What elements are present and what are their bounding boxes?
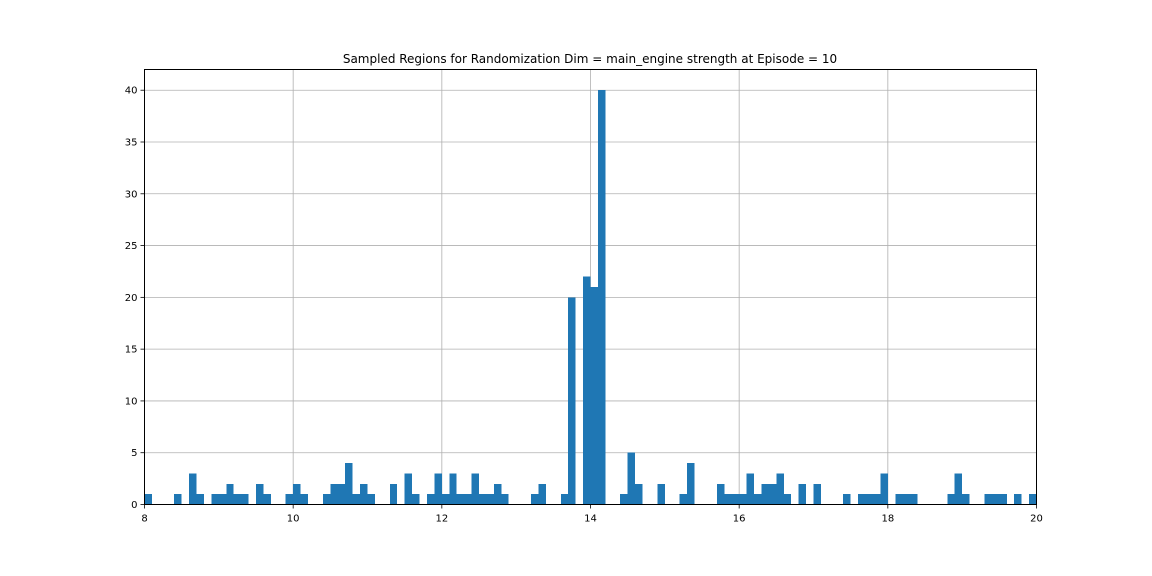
x-tick-label: 18 — [881, 514, 894, 525]
histogram-bar — [560, 494, 569, 505]
histogram-bar — [1014, 494, 1022, 505]
histogram-bar — [241, 494, 249, 505]
histogram-bar — [947, 494, 955, 505]
y-tick-label: 20 — [125, 293, 138, 304]
x-tick-label: 16 — [733, 514, 746, 525]
bars-group — [144, 90, 1037, 505]
histogram-bar — [991, 494, 1000, 505]
x-tick-label: 12 — [435, 514, 448, 525]
histogram-bar — [858, 494, 866, 505]
histogram-bar — [293, 483, 301, 505]
histogram-bar — [189, 473, 197, 505]
histogram-bar — [635, 483, 643, 505]
histogram-bar — [300, 494, 309, 505]
y-tick-label: 0 — [131, 500, 137, 511]
histogram-bar — [196, 494, 204, 505]
histogram-bar — [783, 494, 792, 505]
y-tick-label: 5 — [131, 448, 137, 459]
histogram-bar — [218, 494, 227, 505]
histogram-bar — [716, 483, 725, 505]
histogram-bar — [263, 494, 271, 505]
histogram-bar — [330, 483, 338, 505]
histogram-bar — [865, 494, 873, 505]
chart-title: Sampled Regions for Randomization Dim = … — [343, 52, 837, 66]
histogram-bar — [798, 483, 807, 505]
histogram-bar — [843, 494, 851, 505]
histogram-bar — [1029, 494, 1037, 505]
x-tick-label: 14 — [584, 514, 597, 525]
histogram-bar — [910, 494, 918, 505]
histogram-bar — [880, 473, 888, 505]
grid-lines — [144, 69, 1037, 505]
histogram-bar — [337, 483, 346, 505]
histogram-bar — [226, 483, 234, 505]
histogram-bar — [590, 287, 598, 505]
histogram-bar — [999, 494, 1007, 505]
y-tick-label: 40 — [125, 86, 138, 97]
histogram-bar — [464, 494, 472, 505]
y-axis-ticks: 0 5 10 15 20 25 30 35 40 — [125, 86, 145, 511]
histogram-bar — [902, 494, 911, 505]
histogram-bar — [538, 483, 546, 505]
y-tick-label: 15 — [125, 345, 138, 356]
histogram-bar — [895, 494, 903, 505]
histogram-bar — [746, 473, 755, 505]
y-tick-label: 35 — [125, 138, 138, 149]
histogram-bar — [434, 473, 442, 505]
histogram-bar — [412, 494, 420, 505]
y-tick-label: 10 — [125, 396, 138, 407]
histogram-bar — [479, 494, 487, 505]
histogram-bar — [345, 463, 353, 505]
histogram-bar — [211, 494, 219, 505]
histogram-bar — [233, 494, 242, 505]
histogram-bar — [768, 483, 777, 505]
histogram-bar — [620, 494, 628, 505]
histogram-bar — [486, 494, 494, 505]
histogram-bar — [954, 473, 963, 505]
x-tick-label: 10 — [287, 514, 300, 525]
histogram-bar — [568, 297, 576, 505]
histogram-bar — [687, 463, 695, 505]
histogram-bar — [449, 473, 457, 505]
histogram-bar — [739, 494, 747, 505]
x-tick-label: 8 — [141, 514, 147, 525]
histogram-bar — [731, 494, 740, 505]
histogram-bar — [724, 494, 732, 505]
histogram-bar — [144, 494, 152, 505]
histogram-bar — [360, 483, 368, 505]
histogram-bar — [471, 473, 479, 505]
histogram-bar — [367, 494, 375, 505]
histogram-bar — [456, 494, 465, 505]
histogram-bar — [627, 452, 636, 505]
x-tick-label: 20 — [1030, 514, 1043, 525]
histogram-bar — [872, 494, 881, 505]
histogram-bar — [285, 494, 294, 505]
histogram-bar — [657, 483, 665, 505]
histogram-bar — [776, 473, 784, 505]
histogram-bar — [174, 494, 182, 505]
histogram-bar — [501, 494, 509, 505]
x-axis-ticks: 8 10 12 14 16 18 20 — [141, 504, 1043, 525]
histogram-bar — [583, 276, 591, 505]
histogram-bar — [426, 494, 435, 505]
histogram-bar — [761, 483, 769, 505]
histogram-bar — [679, 494, 688, 505]
histogram-bar — [256, 483, 264, 505]
histogram-bar — [813, 483, 821, 505]
histogram-bar — [493, 483, 502, 505]
histogram-bar — [597, 90, 606, 505]
histogram-bar — [984, 494, 992, 505]
histogram-bar — [389, 483, 398, 505]
histogram-bar — [404, 473, 413, 505]
histogram-bar — [531, 494, 539, 505]
y-tick-label: 30 — [125, 189, 138, 200]
y-tick-label: 25 — [125, 241, 138, 252]
histogram-bar — [441, 494, 450, 505]
histogram-bar — [962, 494, 970, 505]
histogram-bar — [352, 494, 361, 505]
histogram-bar — [322, 494, 331, 505]
histogram-bar — [754, 494, 762, 505]
